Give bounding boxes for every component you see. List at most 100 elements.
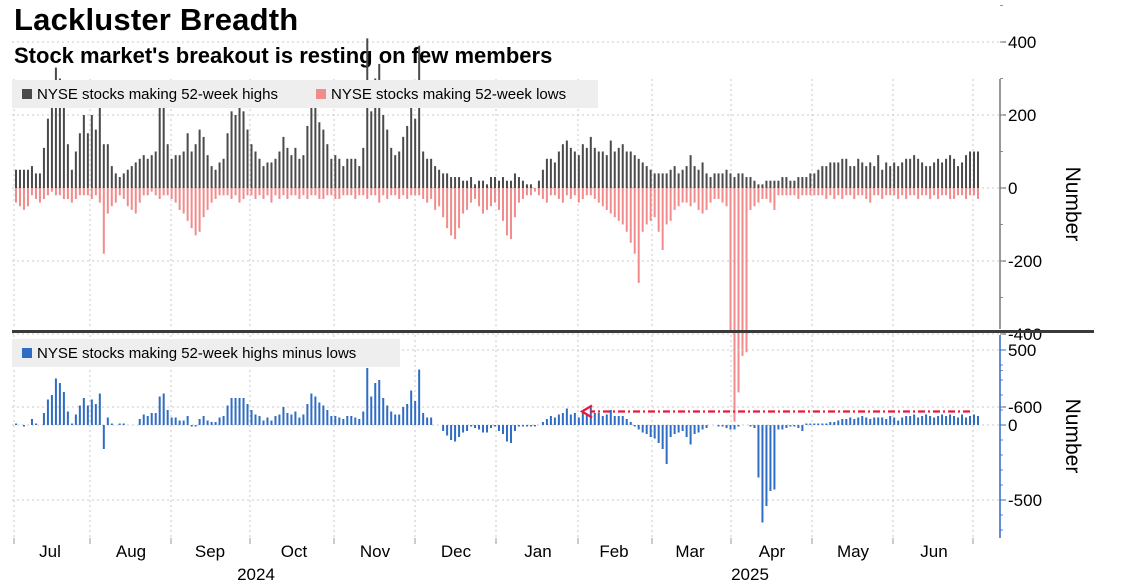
net-bar [306,404,309,425]
top-tick-label: -400 [1008,325,1042,344]
highs-bar [314,107,317,188]
net-bar [565,408,568,425]
highs-bar [725,169,728,188]
highs-bar [210,166,213,188]
net-bar [302,414,305,425]
lows-bar [813,188,816,196]
net-bar [725,425,728,428]
lows-bar [893,188,896,196]
highs-bar [581,144,584,188]
net-bar [785,425,788,428]
x-month-label: Mar [675,542,705,561]
lows-bar [314,188,317,196]
lows-bar [214,188,217,199]
net-bar [737,425,740,427]
net-bar [406,404,409,425]
lows-bar [713,188,716,199]
legend-swatch-net [22,348,32,358]
net-bar [462,425,465,433]
lows-bar [126,188,129,207]
highs-bar [857,158,860,188]
net-bar [697,425,700,433]
lows-bar [929,188,932,199]
net-bar [665,425,668,464]
net-bar [454,425,457,442]
highs-bar [705,173,708,188]
highs-bar [246,129,249,188]
highs-bar [122,173,125,188]
highs-bar [769,180,772,188]
lows-bar [837,188,840,196]
highs-bar [194,144,197,188]
highs-bar [38,173,41,188]
lows-bar [42,188,45,199]
lows-bar [969,188,972,196]
net-bar [633,425,636,427]
lows-bar [581,188,584,199]
net-bar [545,419,548,425]
lows-bar [258,188,261,196]
net-bar [861,416,864,425]
lows-bar [14,188,17,203]
highs-bar [613,151,616,188]
net-bar [925,414,928,425]
highs-bar [545,158,548,188]
highs-bar [394,155,397,188]
highs-bar [346,158,349,188]
x-month-label: May [837,542,870,561]
highs-bar [118,177,121,188]
highs-bar [446,173,449,188]
highs-bar [953,158,956,188]
net-bar [573,413,576,425]
lows-bar [178,188,181,210]
lows-bar [474,188,477,199]
lows-bar [242,188,245,199]
highs-bar [406,125,409,188]
lows-bar [701,188,704,214]
highs-bar [366,38,369,188]
highs-bar [729,173,732,188]
lows-bar [905,188,908,199]
lows-bar [853,188,856,199]
net-bar [154,413,157,425]
highs-bar [701,162,704,188]
net-bar [402,407,405,425]
highs-bar [230,111,233,188]
highs-bar [513,173,516,188]
lows-bar [949,188,952,199]
net-bar [86,405,89,425]
lows-bar [557,188,560,199]
net-bar [294,411,297,425]
lows-bar [889,188,892,196]
highs-bar [22,169,25,188]
net-bar [805,423,808,425]
x-month-label: Jul [39,542,61,561]
highs-bar [414,118,417,188]
lows-bar [202,188,205,218]
net-bar [390,411,393,425]
highs-bar [645,166,648,188]
lows-bar [478,188,481,207]
lows-bar [537,188,540,196]
highs-bar [697,169,700,188]
highs-bar [773,180,776,188]
lows-bar [685,188,688,203]
highs-bar [270,162,273,188]
lows-bar [138,188,141,203]
lows-bar [805,188,808,196]
lows-bar [262,188,265,199]
lows-bar [817,188,820,196]
lows-bar [22,188,25,210]
lows-bar [426,188,429,203]
highs-bar [561,144,564,188]
lows-bar [482,188,485,214]
highs-bar [877,155,880,188]
top-y-axis: 400 200 0 -200 -400 -600 [999,5,1042,417]
net-bar [482,425,485,433]
top-tick-label: 200 [1008,106,1036,125]
net-bar [430,417,433,425]
lows-bar [206,188,209,210]
net-bar [398,414,401,425]
net-bar [446,425,449,436]
lows-bar [901,188,904,196]
